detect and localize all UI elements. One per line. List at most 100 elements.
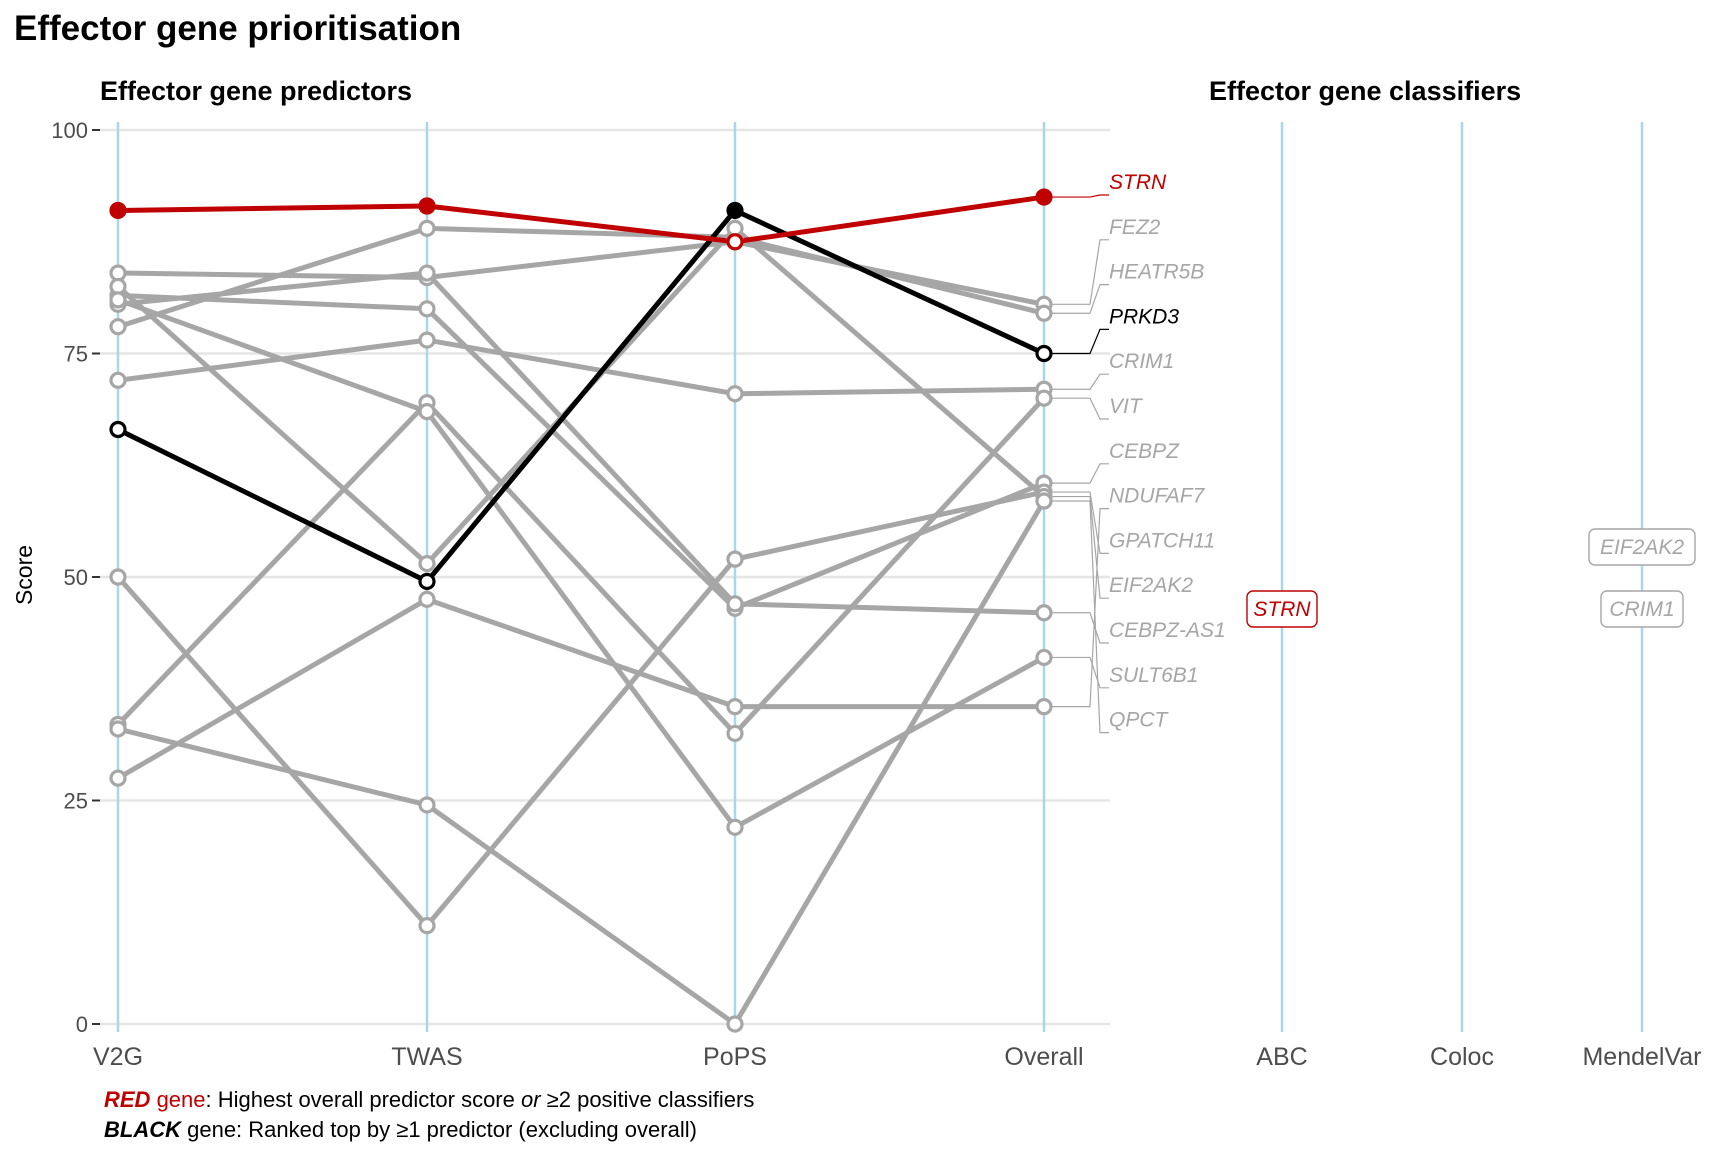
- category-label-v2g: V2G: [93, 1043, 143, 1071]
- leader-ndufaf7: [1052, 508, 1109, 708]
- gene-label-prkd3: PRKD3: [1109, 305, 1179, 328]
- gene-label-vit: VIT: [1109, 395, 1144, 418]
- classifier-abc-strn: STRN: [1246, 590, 1318, 628]
- point-cebpz-twas: [418, 300, 436, 318]
- legend-line-red: RED gene: Highest overall predictor scor…: [104, 1087, 754, 1112]
- y-tick-label-25: 25: [64, 789, 88, 814]
- point-strn-overall: [1035, 188, 1053, 206]
- gene-label-crim1: CRIM1: [1109, 350, 1174, 373]
- y-axis-label: Score: [11, 545, 37, 605]
- point-cebpz-as1-overall: [1035, 604, 1053, 622]
- leader-eif2ak2: [1052, 495, 1109, 599]
- point-gpatch11-pops: [726, 550, 744, 568]
- point-vit-pops: [726, 724, 744, 743]
- series-line-gpatch11: [116, 489, 1045, 929]
- point-heatr5b-overall: [1035, 304, 1053, 322]
- point-qpct-pops: [726, 1015, 744, 1033]
- point-crim1-twas: [418, 331, 436, 349]
- y-tick-label-75: 75: [64, 342, 88, 367]
- series-points: [109, 188, 1053, 1033]
- point-crim1-v2g: [109, 371, 127, 389]
- gene-label-eif2ak2: EIF2AK2: [1109, 574, 1193, 597]
- gene-label-qpct: QPCT: [1109, 709, 1170, 732]
- y-ticks: 0 25 50 75 100: [51, 118, 100, 1037]
- predictors-title: Effector gene predictors: [100, 76, 412, 106]
- legend-black-text: gene: Ranked top by ≥1 predictor (exclud…: [181, 1117, 697, 1142]
- gene-labels: STRN FEZ2 HEATR5B PRKD3 CRIM1 VIT CEBPZ NDUFAF7…: [1052, 171, 1226, 734]
- point-sult6b1-pops: [726, 818, 744, 836]
- series-line-cebpz: [117, 292, 1045, 611]
- gene-label-sult6b1: SULT6B1: [1109, 664, 1199, 687]
- point-strn-twas: [418, 197, 436, 215]
- category-label-mendelvar: MendelVar: [1582, 1043, 1701, 1071]
- point-qpct-v2g: [109, 720, 127, 738]
- legend-red-text-after: ≥2 positive classifiers: [541, 1087, 755, 1112]
- leader-cebpz-as1: [1052, 612, 1109, 644]
- legend: RED gene: Highest overall predictor scor…: [104, 1087, 754, 1142]
- legend-black-keyword: BLACK: [104, 1117, 183, 1142]
- series-line-strn: [117, 194, 1045, 245]
- classifier-box-strn: [1246, 590, 1318, 628]
- leader-heatr5b: [1052, 284, 1109, 314]
- series-line-vit: [116, 396, 1046, 736]
- point-prkd3-twas: [418, 572, 436, 591]
- y-tick-label-0: 0: [76, 1012, 88, 1037]
- leader-fez2: [1052, 239, 1109, 305]
- point-prkd3-overall: [1035, 344, 1053, 363]
- classifier-label-crim1: CRIM1: [1609, 598, 1674, 621]
- category-label-pops: PoPS: [703, 1043, 767, 1071]
- gene-label-strn: STRN: [1109, 171, 1167, 194]
- series-line-cebpz-as1: [117, 270, 1045, 616]
- point-ndufaf7-overall: [1035, 698, 1053, 716]
- category-label-abc: ABC: [1256, 1043, 1307, 1071]
- leader-crim1: [1052, 373, 1109, 390]
- classifier-box-crim1: [1600, 590, 1684, 628]
- y-tick-label-100: 100: [51, 118, 88, 143]
- legend-red-word: gene: [150, 1087, 205, 1112]
- series-line-qpct: [117, 499, 1047, 1027]
- point-prkd3-v2g: [109, 420, 127, 439]
- point-vit-overall: [1035, 389, 1053, 407]
- leader-vit: [1052, 397, 1109, 420]
- grid-lines: [100, 128, 1110, 1026]
- gene-label-ndufaf7: NDUFAF7: [1109, 485, 1206, 508]
- series-line-ndufaf7: [116, 596, 1044, 781]
- point-strn-v2g: [109, 201, 127, 220]
- leader-prkd3: [1052, 328, 1109, 355]
- gene-label-cebpz-as1: CEBPZ-AS1: [1109, 619, 1226, 642]
- point-ndufaf7-twas: [418, 590, 436, 608]
- leader-cebpz: [1052, 463, 1109, 484]
- category-label-coloc: Coloc: [1430, 1043, 1494, 1071]
- point-qpct-twas: [418, 796, 436, 814]
- point-sult6b1-v2g: [109, 291, 127, 309]
- point-qpct-overall: [1035, 492, 1053, 510]
- point-sult6b1-overall: [1035, 648, 1053, 667]
- series-line-prkd3: [116, 207, 1046, 584]
- classifier-label-strn: STRN: [1253, 598, 1311, 621]
- point-sult6b1-twas: [418, 403, 436, 421]
- y-tick-label-50: 50: [64, 565, 88, 590]
- chart-title: Effector gene prioritisation: [14, 9, 461, 48]
- leader-strn: [1052, 194, 1109, 198]
- category-labels: V2G TWAS PoPS Overall ABC Coloc MendelVar: [93, 1043, 1702, 1071]
- legend-red-keyword: RED: [104, 1087, 151, 1112]
- category-label-twas: TWAS: [391, 1043, 462, 1071]
- leader-gpatch11: [1052, 491, 1109, 555]
- classifier-label-eif2ak2: EIF2AK2: [1600, 536, 1684, 559]
- point-heatr5b-twas: [418, 219, 436, 237]
- classifier-mendelvar-eif2ak2: EIF2AK2: [1588, 528, 1696, 566]
- point-ndufaf7-pops: [726, 698, 744, 716]
- classifiers-title: Effector gene classifiers: [1209, 76, 1521, 106]
- point-cebpz-as1-pops: [726, 595, 744, 613]
- category-label-overall: Overall: [1004, 1043, 1083, 1071]
- point-cebpz-as1-twas: [418, 264, 436, 282]
- leader-sult6b1: [1052, 656, 1109, 689]
- leader-qpct: [1052, 500, 1109, 734]
- legend-red-text-before: : Highest overall predictor score: [206, 1087, 521, 1112]
- classifier-labels: STRN EIF2AK2 CRIM1: [1246, 528, 1696, 628]
- point-prkd3-pops: [726, 201, 744, 220]
- legend-line-black: BLACK gene: Ranked top by ≥1 predictor (…: [104, 1117, 697, 1142]
- classifier-box-eif2ak2: [1588, 528, 1696, 566]
- point-gpatch11-twas: [418, 917, 436, 935]
